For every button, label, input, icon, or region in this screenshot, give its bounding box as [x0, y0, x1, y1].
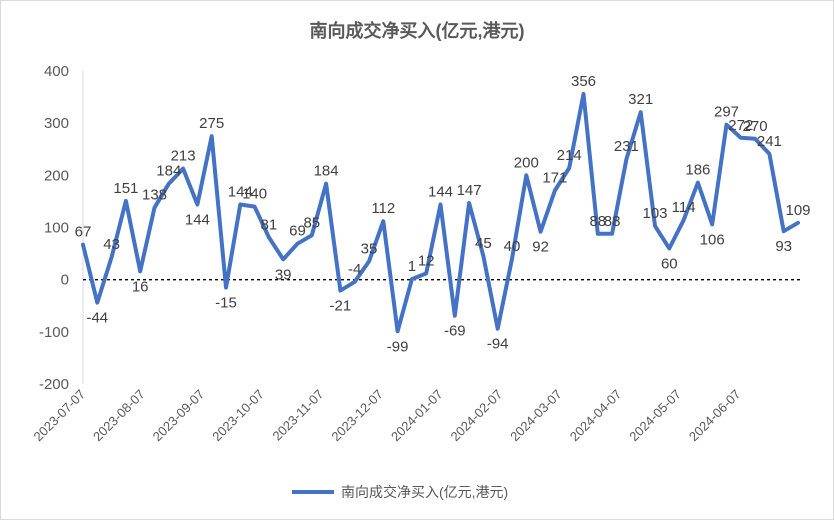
x-tick-label: 2023-12-07 [328, 387, 386, 445]
data-label: 186 [685, 162, 710, 179]
y-tick-label: 0 [61, 272, 69, 289]
y-tick-label: -200 [39, 376, 69, 393]
data-labels: 67-444315116138184213144275-151441408139… [75, 73, 811, 355]
data-label: 184 [314, 163, 339, 180]
data-label: -99 [387, 338, 409, 355]
data-label: 200 [514, 154, 539, 171]
x-tick-label: 2024-04-07 [567, 387, 625, 445]
data-label: 140 [242, 186, 267, 203]
legend: 南向成交净买入(亿元,港元) [292, 484, 508, 500]
data-label: -21 [330, 298, 352, 315]
data-label: 69 [289, 223, 306, 240]
x-tick-label: 2024-05-07 [626, 387, 684, 445]
data-label: -44 [86, 310, 108, 327]
data-label: 60 [661, 255, 678, 272]
data-label: 45 [475, 235, 492, 252]
data-label: 93 [775, 238, 792, 255]
data-label: 39 [275, 266, 292, 283]
data-label: 103 [642, 205, 667, 222]
y-tick-label: 200 [44, 167, 69, 184]
data-label: -15 [215, 294, 237, 311]
data-label: 321 [628, 91, 653, 108]
series-line [81, 92, 800, 334]
data-label: 151 [113, 180, 138, 197]
y-tick-label: -100 [39, 324, 69, 341]
data-label: -94 [487, 336, 509, 353]
x-axis-ticks: 2023-07-07 2023-08-07 2023-09-07 2023-10-07… [30, 387, 743, 445]
data-label: 144 [428, 184, 453, 201]
data-label: 184 [156, 163, 181, 180]
data-label: 144 [228, 184, 253, 201]
data-label: 35 [361, 240, 378, 257]
data-label: 213 [171, 148, 196, 165]
x-tick-label: 2024-06-07 [686, 387, 744, 445]
data-label: 144 [185, 212, 210, 229]
data-label: 1 [408, 258, 416, 275]
data-label: 297 [714, 104, 739, 121]
data-label: 12 [418, 252, 435, 269]
data-label: -4 [348, 261, 361, 278]
data-label: 40 [504, 238, 521, 255]
x-tick-label: 2024-02-07 [448, 387, 506, 445]
data-label: 43 [103, 236, 120, 253]
data-label: 109 [785, 202, 810, 219]
data-label: 16 [132, 278, 149, 295]
data-label: 214 [557, 147, 582, 164]
data-label: 67 [75, 224, 92, 241]
data-label: 81 [261, 216, 278, 233]
data-label: 275 [199, 115, 224, 132]
data-label: -69 [444, 323, 466, 340]
data-label: 114 [672, 199, 696, 216]
legend-label: 南向成交净买入(亿元,港元) [341, 484, 508, 500]
data-label: 356 [571, 73, 596, 90]
data-label: 88 [604, 213, 621, 230]
x-tick-label: 2023-10-07 [209, 387, 267, 445]
x-tick-label: 2023-07-07 [30, 387, 88, 445]
data-label: 92 [532, 239, 549, 256]
x-tick-label: 2024-03-07 [507, 387, 565, 445]
y-axis-ticks: -200 -100 0 100 200 300 400 [39, 63, 69, 393]
data-label: 241 [757, 133, 782, 150]
data-label: 106 [700, 231, 725, 248]
x-tick-label: 2023-08-07 [90, 387, 148, 445]
data-label: 138 [142, 187, 167, 204]
y-tick-label: 400 [44, 63, 69, 80]
data-label: 88 [589, 213, 606, 230]
data-label: 147 [457, 182, 482, 199]
data-label: 112 [371, 200, 395, 217]
data-label: 272 [728, 117, 753, 134]
data-label: 85 [303, 214, 320, 231]
x-tick-label: 2023-09-07 [150, 387, 208, 445]
data-label: 171 [542, 169, 567, 186]
chart-title: 南向成交净买入(亿元,港元) [310, 20, 525, 41]
y-tick-label: 300 [44, 115, 69, 132]
data-label: 231 [614, 138, 639, 155]
x-tick-label: 2024-01-07 [388, 387, 446, 445]
y-tick-label: 100 [44, 220, 69, 237]
x-tick-label: 2023-11-07 [270, 387, 327, 444]
data-label: 270 [743, 118, 768, 135]
